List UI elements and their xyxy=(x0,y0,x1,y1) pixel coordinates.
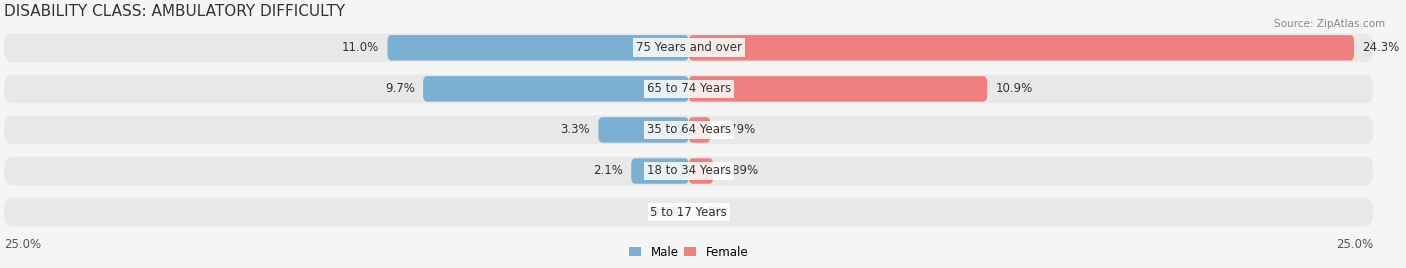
Text: 5 to 17 Years: 5 to 17 Years xyxy=(651,206,727,219)
FancyBboxPatch shape xyxy=(689,35,1354,61)
FancyBboxPatch shape xyxy=(4,34,1374,62)
Text: 2.1%: 2.1% xyxy=(593,165,623,177)
Text: 10.9%: 10.9% xyxy=(995,82,1032,95)
Text: 25.0%: 25.0% xyxy=(1336,237,1374,251)
Text: 0.79%: 0.79% xyxy=(718,124,756,136)
Text: 11.0%: 11.0% xyxy=(342,41,380,54)
Text: 18 to 34 Years: 18 to 34 Years xyxy=(647,165,731,177)
Text: 25.0%: 25.0% xyxy=(4,237,41,251)
Text: DISABILITY CLASS: AMBULATORY DIFFICULTY: DISABILITY CLASS: AMBULATORY DIFFICULTY xyxy=(4,4,346,19)
Text: 65 to 74 Years: 65 to 74 Years xyxy=(647,82,731,95)
FancyBboxPatch shape xyxy=(423,76,689,102)
Text: 0.89%: 0.89% xyxy=(721,165,758,177)
FancyBboxPatch shape xyxy=(388,35,689,61)
Text: 75 Years and over: 75 Years and over xyxy=(636,41,742,54)
FancyBboxPatch shape xyxy=(631,158,689,184)
Text: 0.0%: 0.0% xyxy=(651,206,681,219)
FancyBboxPatch shape xyxy=(4,116,1374,144)
Text: 24.3%: 24.3% xyxy=(1362,41,1399,54)
FancyBboxPatch shape xyxy=(689,158,713,184)
FancyBboxPatch shape xyxy=(689,76,987,102)
Text: 9.7%: 9.7% xyxy=(385,82,415,95)
Text: 0.0%: 0.0% xyxy=(697,206,727,219)
FancyBboxPatch shape xyxy=(4,198,1374,226)
FancyBboxPatch shape xyxy=(599,117,689,143)
Text: Source: ZipAtlas.com: Source: ZipAtlas.com xyxy=(1274,19,1385,29)
Legend: Male, Female: Male, Female xyxy=(624,241,754,264)
FancyBboxPatch shape xyxy=(4,75,1374,103)
FancyBboxPatch shape xyxy=(689,117,710,143)
FancyBboxPatch shape xyxy=(4,157,1374,185)
Text: 35 to 64 Years: 35 to 64 Years xyxy=(647,124,731,136)
Text: 3.3%: 3.3% xyxy=(561,124,591,136)
